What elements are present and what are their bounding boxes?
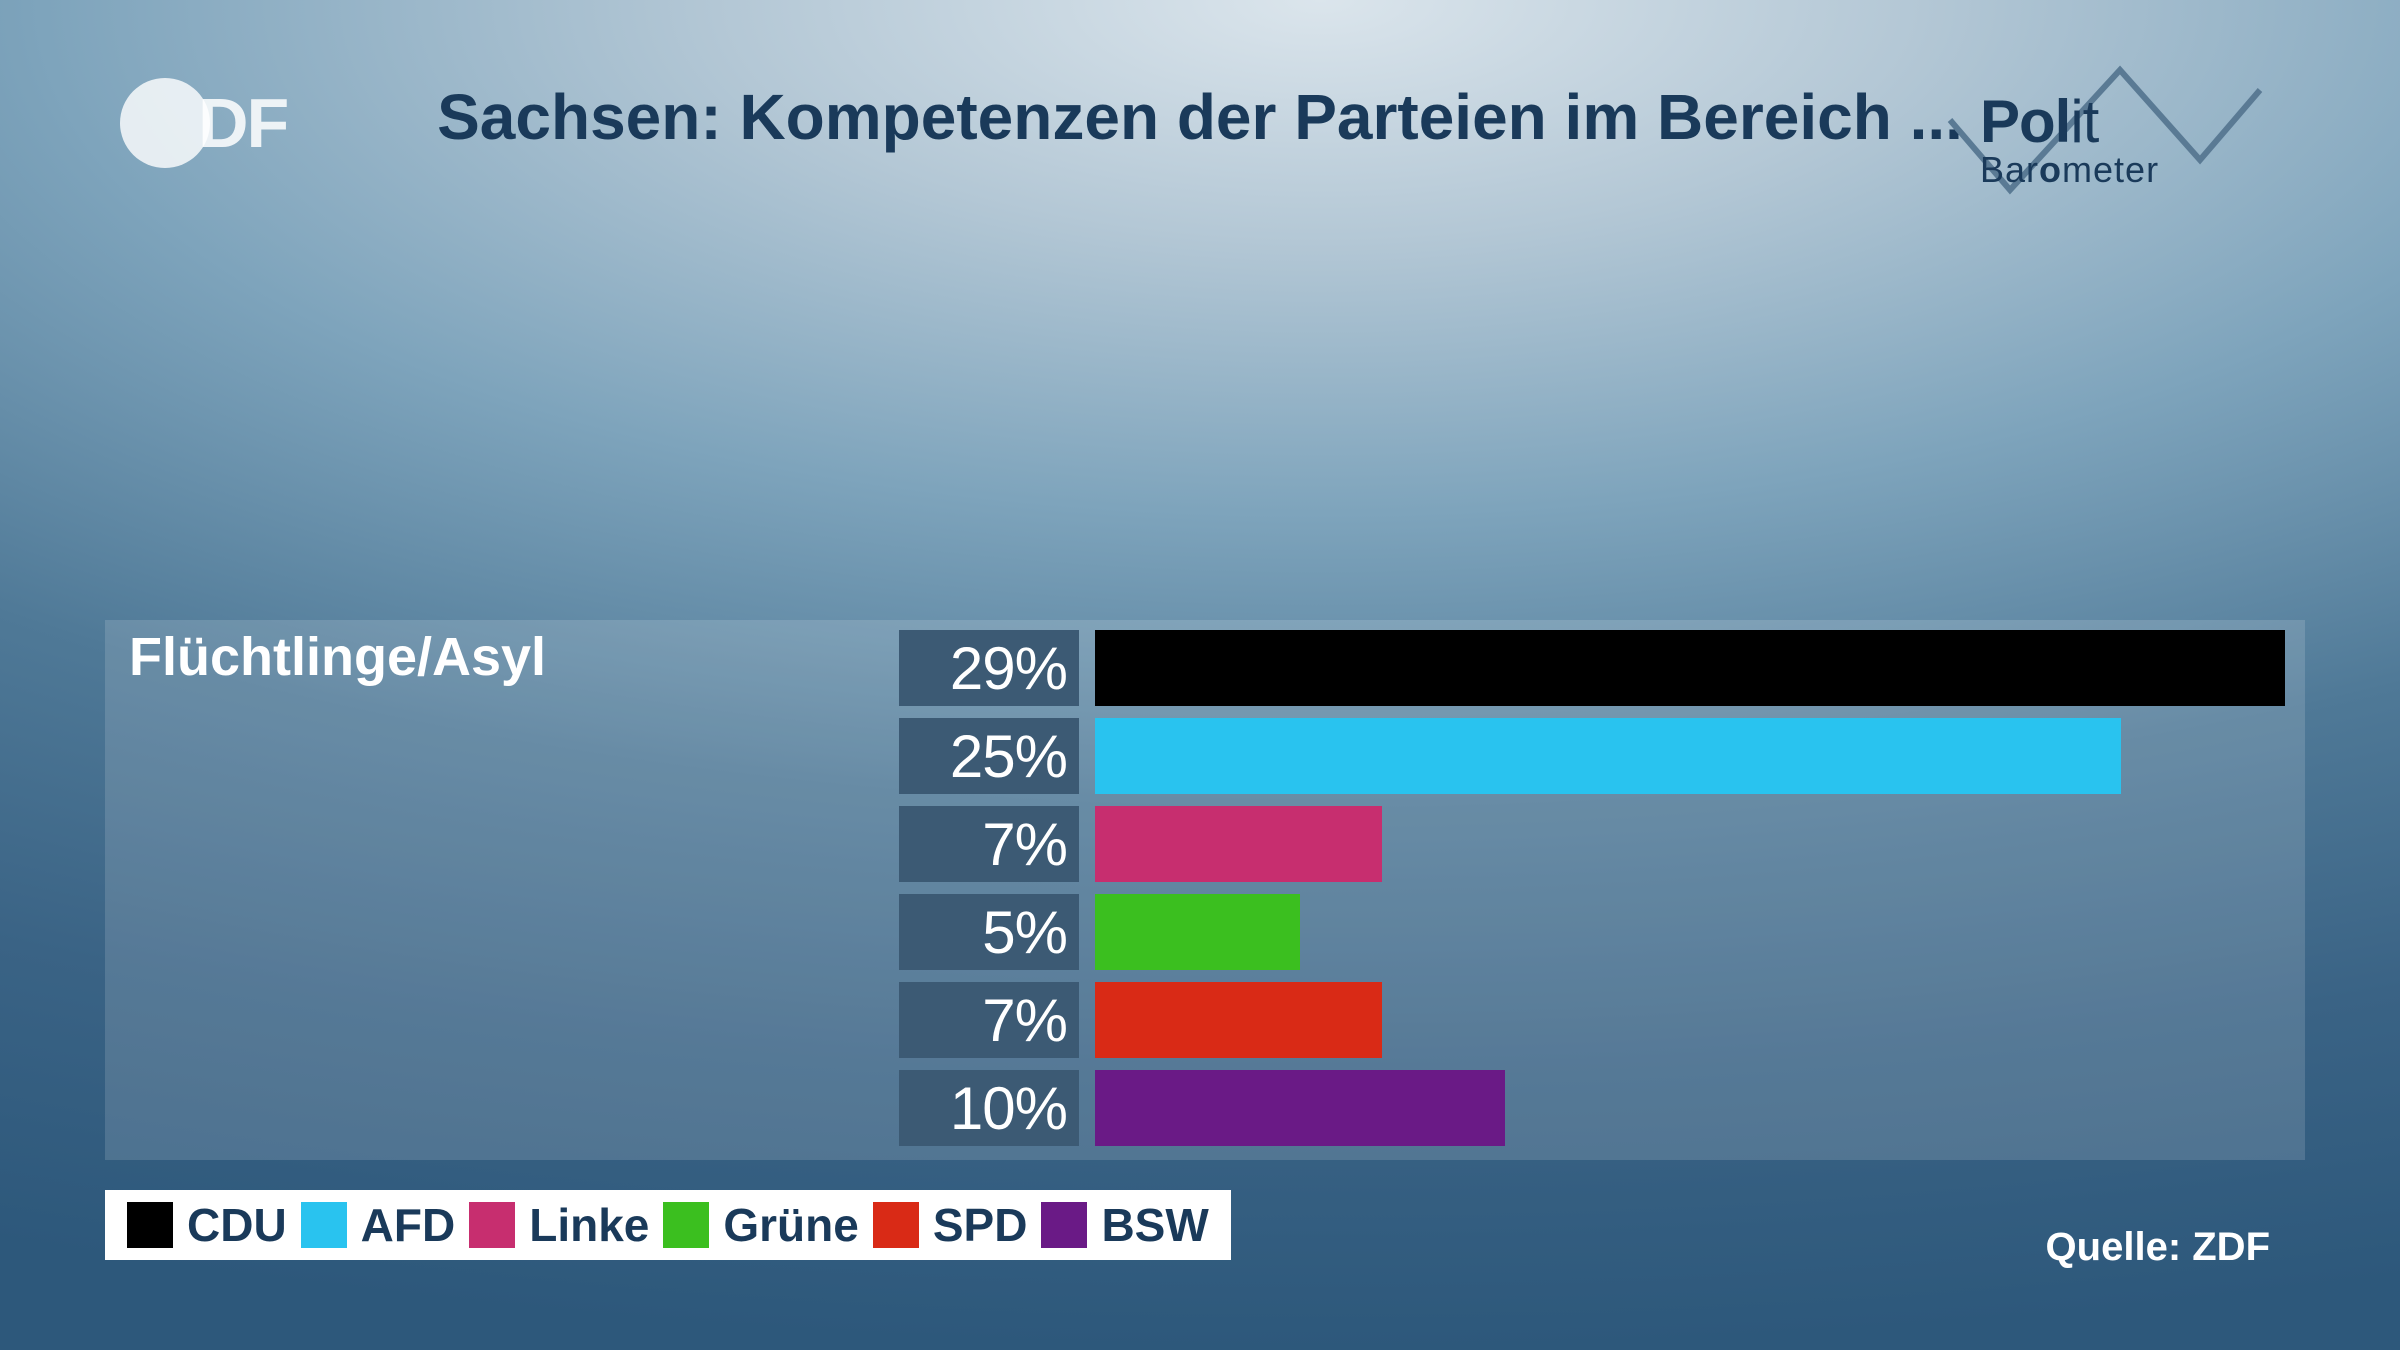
chart-row: 7% <box>899 806 2291 882</box>
legend-item: SPD <box>873 1198 1028 1252</box>
legend-item: CDU <box>127 1198 287 1252</box>
brand-polit: Polit <box>1980 92 2159 152</box>
bar-linke <box>1095 806 1382 882</box>
legend-swatch <box>469 1202 515 1248</box>
chart-rows: 29% 25% 7% 5% 7% 10% <box>899 630 2291 1146</box>
legend-label: AFD <box>361 1198 456 1252</box>
legend: CDU AFD Linke Grüne SPD BSW <box>105 1190 1231 1260</box>
legend-swatch <box>127 1202 173 1248</box>
chart-row: 25% <box>899 718 2291 794</box>
legend-item: Linke <box>469 1198 649 1252</box>
chart-category-label: Flüchtlinge/Asyl <box>129 626 546 688</box>
legend-label: Grüne <box>723 1198 858 1252</box>
legend-swatch <box>301 1202 347 1248</box>
legend-swatch <box>873 1202 919 1248</box>
legend-label: SPD <box>933 1198 1028 1252</box>
value-box: 7% <box>899 982 1079 1058</box>
bar-cdu <box>1095 630 2285 706</box>
politbarometer-brand: Polit Barometer <box>1940 60 2270 220</box>
bar-bsw <box>1095 1070 1505 1146</box>
bar-grüne <box>1095 894 1300 970</box>
legend-label: BSW <box>1101 1198 1208 1252</box>
legend-item: AFD <box>301 1198 456 1252</box>
value-box: 10% <box>899 1070 1079 1146</box>
chart-row: 7% <box>899 982 2291 1058</box>
chart-row: 10% <box>899 1070 2291 1146</box>
legend-swatch <box>663 1202 709 1248</box>
bar-afd <box>1095 718 2121 794</box>
chart-row: 5% <box>899 894 2291 970</box>
value-box: 29% <box>899 630 1079 706</box>
chart-panel: Flüchtlinge/Asyl 29% 25% 7% 5% 7% 10% <box>105 620 2305 1160</box>
brand-text: Polit Barometer <box>1980 92 2159 188</box>
chart-row: 29% <box>899 630 2291 706</box>
source-label: Quelle: ZDF <box>2046 1225 2270 1270</box>
legend-item: BSW <box>1041 1198 1208 1252</box>
legend-swatch <box>1041 1202 1087 1248</box>
bar-spd <box>1095 982 1382 1058</box>
legend-label: CDU <box>187 1198 287 1252</box>
legend-label: Linke <box>529 1198 649 1252</box>
value-box: 7% <box>899 806 1079 882</box>
value-box: 25% <box>899 718 1079 794</box>
brand-barometer: Barometer <box>1980 152 2159 188</box>
value-box: 5% <box>899 894 1079 970</box>
legend-item: Grüne <box>663 1198 858 1252</box>
